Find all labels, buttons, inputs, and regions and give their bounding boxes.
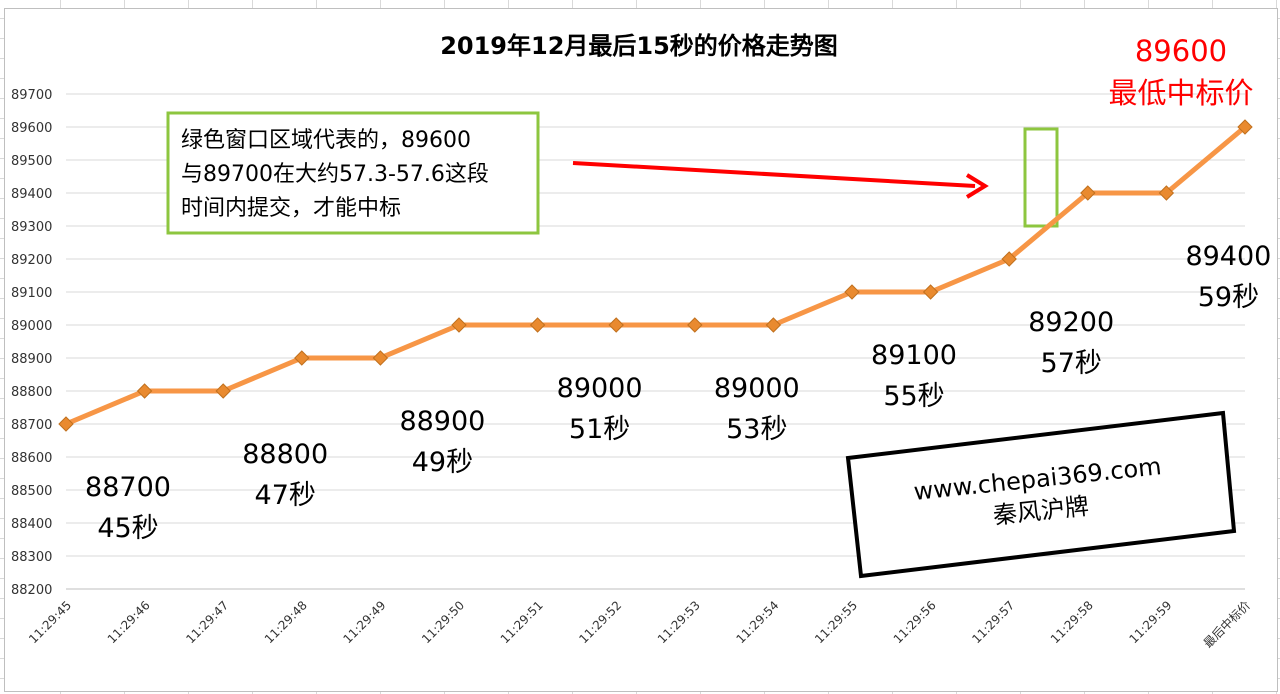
x-tick-label: 11:29:56 [891, 598, 939, 646]
x-axis-ticks: 11:29:45 11:29:46 11:29:47 11:29:48 11:29:49… [26, 598, 1253, 651]
lowest-winning-price-label: 最低中标价 [1108, 76, 1253, 110]
y-tick-label: 88800 [11, 385, 52, 400]
point-labels: 88700 45秒 88800 47秒 88900 49秒 89000 51秒 89000 53秒… [85, 241, 1271, 544]
annotation-arrow [572, 161, 976, 188]
chart-title: 2019年12月最后15秒的价格走势图 [440, 32, 838, 60]
data-point-marker [1237, 119, 1253, 135]
series-line [65, 125, 1247, 427]
point-time-label: 55秒 [883, 381, 944, 412]
y-tick-label: 89000 [11, 319, 52, 334]
point-value-label: 89100 [871, 340, 957, 371]
point-value-label: 88800 [242, 439, 328, 470]
y-tick-label: 89400 [11, 187, 52, 202]
x-tick-label: 11:29:51 [498, 598, 546, 646]
y-tick-label: 88300 [11, 550, 52, 565]
x-tick-label: 11:29:46 [105, 598, 153, 646]
data-point-marker [844, 284, 860, 300]
data-point-marker [1158, 185, 1175, 201]
annotation-box [166, 111, 540, 235]
x-tick-label: 最后中标价 [1200, 598, 1253, 651]
annotation-line-3: 时间内提交，才能中标 [181, 196, 401, 221]
data-point-marker [1080, 185, 1096, 201]
data-point-marker [1001, 251, 1017, 267]
point-value-label: 88700 [85, 472, 171, 503]
winning-window-box [1023, 127, 1059, 228]
chart-area[interactable]: 2019年12月最后15秒的价格走势图 88200 88300 88400 88500… [4, 8, 1278, 692]
gridlines [66, 93, 1245, 590]
data-point-marker [136, 383, 153, 399]
x-tick-label: 11:29:54 [734, 598, 782, 646]
y-tick-label: 89500 [11, 154, 52, 169]
data-point-marker [451, 317, 467, 333]
point-value-label: 88900 [399, 406, 485, 437]
data-point-marker [687, 317, 703, 333]
y-axis-ticks: 88200 88300 88400 88500 88600 88700 88800 88900… [11, 88, 52, 598]
y-tick-label: 88600 [11, 451, 52, 466]
annotation-arrow-head [965, 173, 989, 199]
final-price-label: 89600 [1135, 34, 1227, 68]
point-time-label: 49秒 [412, 447, 473, 478]
x-tick-label: 11:29:59 [1127, 598, 1175, 646]
x-tick-label: 11:29:47 [183, 598, 231, 646]
y-tick-label: 88900 [11, 352, 52, 367]
annotation-line-2: 与89700在大约57.3-57.6这段 [181, 162, 489, 187]
data-point-marker [529, 317, 546, 333]
x-tick-label: 11:29:57 [969, 598, 1017, 646]
point-time-label: 47秒 [255, 480, 316, 511]
point-time-label: 57秒 [1041, 348, 1102, 379]
x-tick-label: 11:29:49 [341, 598, 389, 646]
y-tick-label: 89600 [11, 121, 52, 136]
data-point-marker [215, 383, 231, 399]
x-tick-label: 11:29:55 [812, 598, 860, 646]
price-trend-chart: 2019年12月最后15秒的价格走势图 88200 88300 88400 88500… [11, 32, 1271, 651]
point-value-label: 89000 [557, 373, 643, 404]
y-tick-label: 89200 [11, 253, 52, 268]
x-tick-label: 11:29:58 [1048, 598, 1096, 646]
point-value-label: 89400 [1185, 241, 1271, 272]
annotation-line-1: 绿色窗口区域代表的，89600 [181, 128, 471, 153]
point-value-label: 89200 [1028, 307, 1114, 338]
x-tick-label: 11:29:52 [576, 598, 624, 646]
data-point-marker [294, 350, 310, 366]
x-tick-label: 11:29:48 [262, 598, 310, 646]
data-point-marker [372, 350, 389, 366]
y-tick-label: 88500 [11, 484, 52, 499]
y-tick-label: 89700 [11, 88, 52, 103]
data-point-marker [58, 416, 74, 432]
x-tick-label: 11:29:53 [655, 598, 703, 646]
y-tick-label: 88700 [11, 418, 52, 433]
y-tick-label: 89300 [11, 220, 52, 235]
data-point-marker [608, 317, 624, 333]
point-time-label: 45秒 [97, 513, 158, 544]
y-tick-label: 89100 [11, 286, 52, 301]
watermark-box [845, 410, 1237, 579]
point-value-label: 89000 [714, 373, 800, 404]
data-point-marker [922, 284, 939, 300]
y-tick-label: 88400 [11, 517, 52, 532]
x-tick-label: 11:29:45 [26, 598, 74, 646]
point-time-label: 59秒 [1198, 282, 1259, 313]
y-tick-label: 88200 [11, 583, 52, 598]
data-point-marker [765, 317, 782, 333]
x-tick-label: 11:29:50 [419, 598, 467, 646]
price-series [58, 119, 1253, 432]
point-time-label: 51秒 [569, 414, 630, 445]
point-time-label: 53秒 [726, 414, 787, 445]
